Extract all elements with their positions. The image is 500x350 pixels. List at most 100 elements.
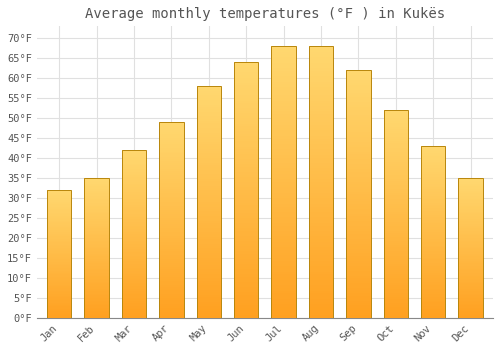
Bar bbox=[272, 174, 296, 177]
Bar bbox=[272, 302, 296, 304]
Bar bbox=[346, 187, 370, 189]
Bar bbox=[346, 162, 370, 164]
Bar bbox=[272, 304, 296, 307]
Bar bbox=[346, 221, 370, 224]
Bar bbox=[272, 253, 296, 256]
Bar bbox=[47, 296, 72, 297]
Bar bbox=[196, 288, 221, 290]
Bar bbox=[421, 186, 446, 187]
Bar bbox=[160, 152, 184, 153]
Bar bbox=[47, 269, 72, 271]
Bar bbox=[458, 192, 483, 194]
Bar bbox=[346, 239, 370, 241]
Bar bbox=[458, 191, 483, 192]
Bar bbox=[384, 131, 408, 133]
Bar bbox=[160, 257, 184, 259]
Bar bbox=[160, 206, 184, 208]
Bar bbox=[122, 150, 146, 152]
Bar bbox=[458, 259, 483, 260]
Bar bbox=[196, 214, 221, 216]
Bar bbox=[234, 129, 258, 131]
Bar bbox=[421, 199, 446, 201]
Bar bbox=[234, 180, 258, 182]
Bar bbox=[160, 177, 184, 179]
Bar bbox=[160, 146, 184, 148]
Bar bbox=[346, 258, 370, 261]
Bar bbox=[160, 142, 184, 143]
Bar bbox=[196, 206, 221, 209]
Bar bbox=[458, 300, 483, 301]
Bar bbox=[122, 172, 146, 174]
Bar bbox=[421, 280, 446, 282]
Bar bbox=[421, 158, 446, 160]
Bar bbox=[234, 231, 258, 233]
Bar bbox=[122, 237, 146, 239]
Bar bbox=[160, 201, 184, 202]
Bar bbox=[234, 292, 258, 295]
Bar bbox=[309, 60, 333, 63]
Bar bbox=[47, 285, 72, 286]
Bar bbox=[272, 250, 296, 253]
Bar bbox=[47, 195, 72, 196]
Bar bbox=[234, 290, 258, 292]
Bar bbox=[272, 277, 296, 280]
Bar bbox=[234, 188, 258, 190]
Bar bbox=[272, 228, 296, 231]
Bar bbox=[47, 290, 72, 291]
Bar bbox=[234, 216, 258, 218]
Bar bbox=[346, 234, 370, 236]
Bar bbox=[160, 198, 184, 201]
Bar bbox=[421, 285, 446, 287]
Bar bbox=[309, 258, 333, 261]
Bar bbox=[84, 307, 109, 308]
Bar bbox=[346, 80, 370, 83]
Bar bbox=[272, 100, 296, 103]
Bar bbox=[421, 254, 446, 256]
Bar bbox=[84, 195, 109, 196]
Bar bbox=[84, 290, 109, 291]
Bar bbox=[234, 88, 258, 90]
Bar bbox=[384, 256, 408, 258]
Bar bbox=[272, 98, 296, 100]
Bar bbox=[84, 309, 109, 311]
Bar bbox=[47, 206, 72, 208]
Bar bbox=[160, 226, 184, 228]
Bar bbox=[384, 206, 408, 208]
Bar bbox=[196, 176, 221, 179]
Bar bbox=[309, 288, 333, 291]
Bar bbox=[160, 310, 184, 312]
Bar bbox=[272, 152, 296, 155]
Bar bbox=[272, 76, 296, 79]
Bar bbox=[309, 141, 333, 144]
Bar bbox=[309, 128, 333, 131]
Bar bbox=[309, 163, 333, 166]
Bar bbox=[309, 168, 333, 171]
Bar bbox=[47, 251, 72, 253]
Bar bbox=[47, 277, 72, 278]
Bar bbox=[47, 274, 72, 276]
Bar bbox=[458, 295, 483, 297]
Bar bbox=[309, 272, 333, 274]
Bar bbox=[234, 85, 258, 88]
Bar bbox=[421, 174, 446, 175]
Bar bbox=[384, 220, 408, 222]
Bar bbox=[346, 251, 370, 253]
Bar bbox=[309, 266, 333, 269]
Bar bbox=[47, 246, 72, 247]
Bar bbox=[458, 196, 483, 198]
Bar bbox=[196, 248, 221, 251]
Bar bbox=[84, 262, 109, 263]
Bar bbox=[47, 210, 72, 212]
Bar bbox=[272, 190, 296, 193]
Bar bbox=[384, 316, 408, 318]
Bar bbox=[384, 173, 408, 175]
Bar bbox=[122, 315, 146, 316]
Bar bbox=[421, 184, 446, 186]
Bar bbox=[458, 246, 483, 248]
Bar bbox=[47, 208, 72, 209]
Bar bbox=[346, 310, 370, 313]
Bar bbox=[346, 253, 370, 256]
Bar bbox=[458, 311, 483, 312]
Bar bbox=[421, 258, 446, 259]
Bar bbox=[421, 172, 446, 174]
